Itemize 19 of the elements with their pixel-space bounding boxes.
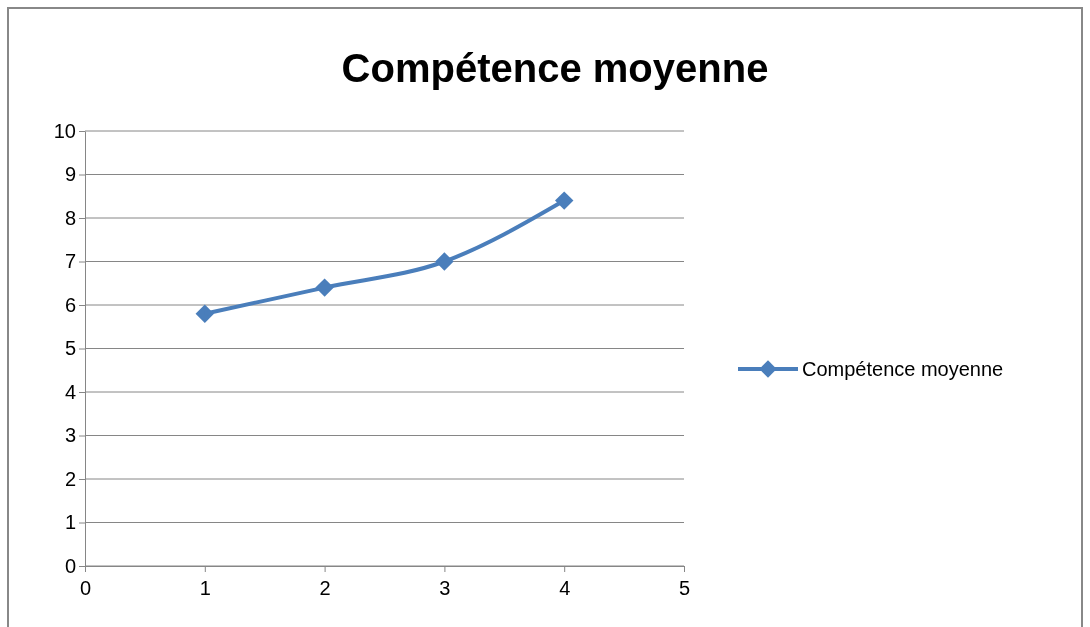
y-tick-label: 0 — [64, 554, 76, 577]
y-tick-label: 7 — [64, 250, 76, 273]
x-tick-label: 2 — [319, 577, 331, 599]
x-tick-label: 3 — [439, 577, 451, 599]
x-tick-label: 5 — [678, 577, 691, 599]
legend-label: Compétence moyenne — [802, 358, 1004, 380]
y-tick-label: 5 — [64, 337, 76, 360]
y-tick-label: 2 — [64, 467, 76, 490]
y-tick-label: 9 — [64, 163, 76, 186]
y-tick-label: 4 — [64, 380, 76, 403]
y-tick-label: 10 — [53, 119, 76, 142]
y-tick-label: 3 — [64, 424, 76, 447]
x-tick-label: 4 — [559, 577, 571, 599]
y-tick-label: 6 — [64, 293, 76, 316]
x-tick-label: 1 — [199, 577, 211, 599]
chart-title: Compétence moyenne — [341, 46, 769, 90]
y-tick-label: 8 — [64, 206, 76, 229]
x-tick-label: 0 — [79, 577, 92, 599]
y-tick-label: 1 — [64, 511, 76, 534]
